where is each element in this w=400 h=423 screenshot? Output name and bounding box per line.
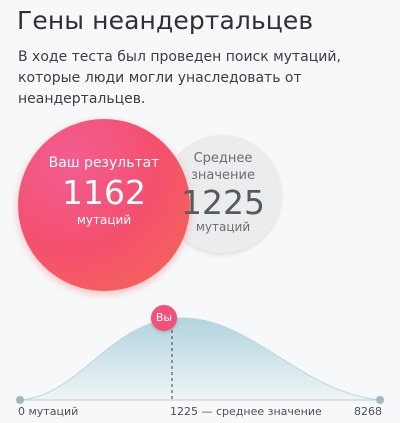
result-value: 1162 <box>62 173 146 212</box>
axis-min-dot <box>16 396 24 404</box>
average-value: 1225 <box>181 183 265 222</box>
page-title: Гены неандертальцев <box>17 6 314 35</box>
average-unit: мутаций <box>195 220 251 234</box>
result-circle <box>18 119 190 291</box>
curve-line <box>19 317 381 401</box>
axis-min-label: 0 мутаций <box>18 405 79 418</box>
axis-max-label: 8268 <box>354 405 382 418</box>
you-marker: Вы <box>151 305 177 331</box>
result-label: Ваш результат <box>48 155 160 171</box>
axis-max-dot <box>376 396 384 404</box>
result-unit: мутаций <box>76 213 132 227</box>
page-description: В ходе теста был проведен поиск мутаций,… <box>18 49 341 107</box>
average-label: Среднее значение <box>190 151 255 183</box>
axis-average-label: 1225 — среднее значение <box>170 405 322 418</box>
distribution-curve <box>16 317 384 404</box>
curve-area <box>20 317 380 400</box>
